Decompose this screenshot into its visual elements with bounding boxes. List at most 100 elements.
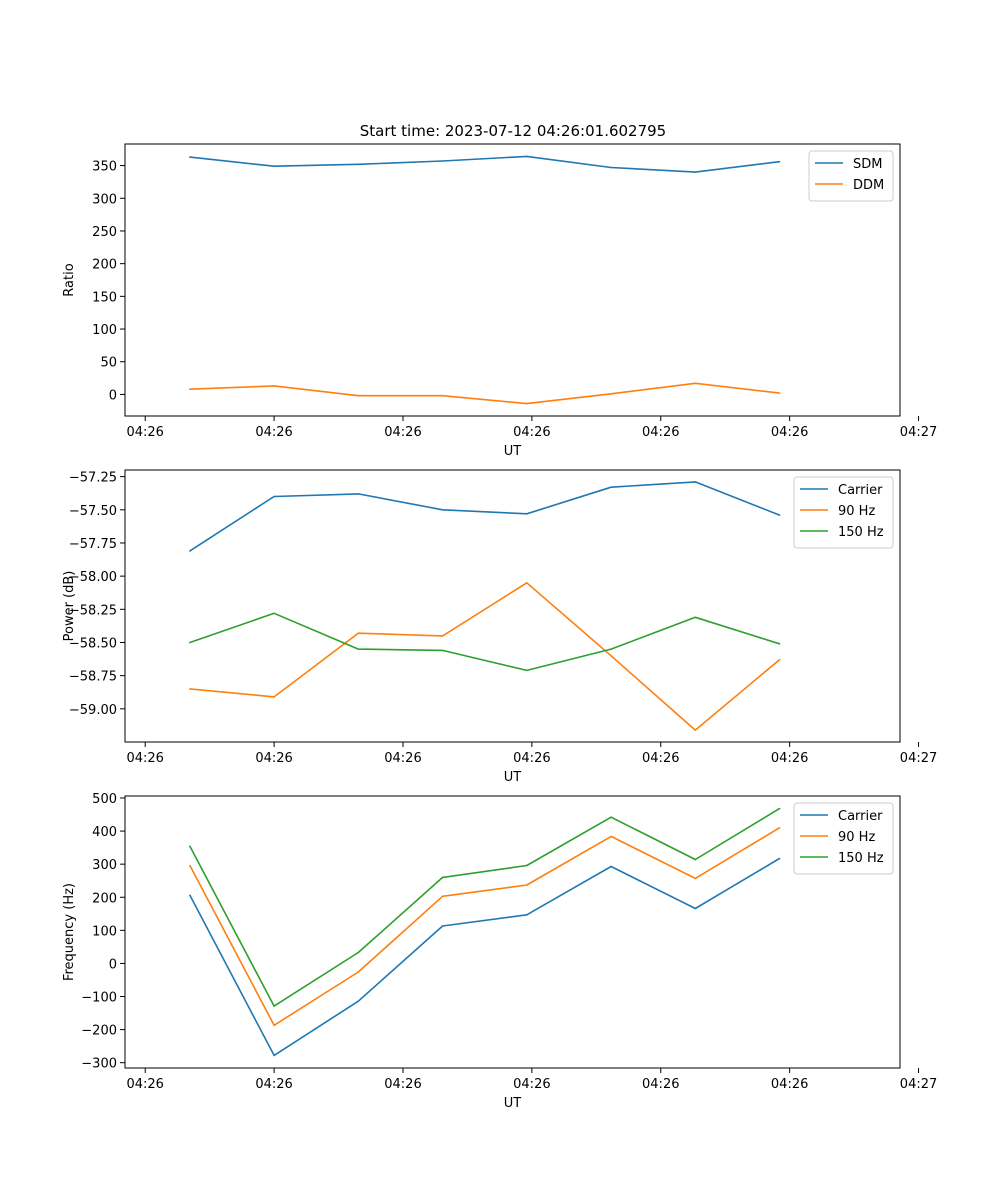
data-point-90-hz bbox=[694, 729, 697, 731]
data-point-ddm bbox=[610, 392, 612, 395]
data-point-carrier bbox=[526, 512, 528, 515]
ratio-panel: 04:26 04:26 04:26 04:26 04:26 04:26 04:27 0 50 10… bbox=[62, 143, 937, 459]
y-tick-label: −58.25 bbox=[69, 603, 117, 618]
y-tick-label: 300 bbox=[92, 858, 117, 873]
y-tick-label: 400 bbox=[92, 825, 117, 840]
data-point-carrier bbox=[694, 907, 697, 910]
data-point-carrier bbox=[441, 509, 444, 511]
y-tick-label: −300 bbox=[81, 1057, 117, 1072]
figure-title: Start time: 2023-07-12 04:26:01.602795 bbox=[360, 122, 666, 140]
data-point-150-hz bbox=[694, 858, 697, 861]
data-point-90-hz bbox=[441, 635, 444, 637]
legend-label-ddm: DDM bbox=[853, 178, 884, 193]
y-tick-label: −57.75 bbox=[69, 537, 117, 552]
series-line-sdm bbox=[189, 155, 780, 173]
series-line-150-hz bbox=[189, 807, 780, 1007]
data-point-carrier bbox=[357, 493, 360, 495]
x-tick-label: 04:26 bbox=[255, 1077, 292, 1092]
series-line-carrier bbox=[189, 481, 780, 552]
axes-frame bbox=[124, 469, 901, 743]
power-panel: 04:26 04:26 04:26 04:26 04:26 04:26 04:27 −59.0… bbox=[62, 469, 937, 785]
data-point-90-hz bbox=[189, 688, 191, 690]
series-line-carrier bbox=[189, 857, 780, 1057]
y-tick-label: 50 bbox=[100, 356, 117, 371]
y-tick-label: −57.25 bbox=[69, 471, 117, 486]
axes-frame bbox=[124, 795, 901, 1069]
data-point-90-hz bbox=[778, 658, 781, 661]
data-point-sdm bbox=[778, 160, 781, 163]
y-tick-label: 300 bbox=[92, 192, 117, 207]
y-tick-label: 500 bbox=[92, 792, 117, 807]
data-point-carrier bbox=[694, 481, 697, 483]
data-point-carrier bbox=[189, 894, 191, 897]
data-point-90-hz bbox=[610, 654, 612, 657]
y-tick-label: −200 bbox=[81, 1024, 117, 1039]
data-point-ddm bbox=[526, 402, 528, 405]
data-point-150-hz bbox=[526, 669, 528, 672]
y-tick-label: 100 bbox=[92, 323, 117, 338]
data-point-sdm bbox=[694, 171, 697, 173]
data-point-sdm bbox=[610, 166, 612, 169]
data-point-150-hz bbox=[610, 816, 612, 818]
x-tick-label: 04:27 bbox=[900, 751, 937, 766]
data-point-150-hz bbox=[357, 951, 360, 954]
data-point-carrier bbox=[526, 913, 528, 916]
y-tick-label: 200 bbox=[92, 891, 117, 906]
data-point-150-hz bbox=[273, 612, 275, 615]
y-axis-label: Ratio bbox=[62, 263, 77, 296]
data-point-150-hz bbox=[273, 1005, 275, 1007]
x-tick-label: 04:26 bbox=[642, 425, 679, 440]
y-tick-label: −100 bbox=[81, 991, 117, 1006]
x-axis-label: UT bbox=[504, 444, 522, 459]
y-tick-label: −58.75 bbox=[69, 670, 117, 685]
data-point-ddm bbox=[357, 394, 360, 397]
data-point-ddm bbox=[778, 392, 781, 394]
data-point-150-hz bbox=[778, 807, 781, 810]
data-point-carrier bbox=[610, 486, 612, 489]
y-tick-label: 150 bbox=[92, 290, 117, 305]
data-point-ddm bbox=[273, 385, 275, 387]
data-point-150-hz bbox=[526, 864, 528, 867]
x-tick-label: 04:26 bbox=[642, 1077, 679, 1092]
data-point-ddm bbox=[694, 382, 697, 385]
x-tick-label: 04:26 bbox=[513, 425, 550, 440]
x-axis-label: UT bbox=[504, 1096, 522, 1111]
data-point-90-hz bbox=[357, 971, 360, 973]
data-point-90-hz bbox=[273, 1024, 275, 1027]
x-tick-label: 04:26 bbox=[126, 1077, 163, 1092]
x-tick-label: 04:27 bbox=[900, 1077, 937, 1092]
y-tick-label: −57.50 bbox=[69, 504, 117, 519]
data-point-90-hz bbox=[694, 877, 697, 880]
data-point-carrier bbox=[273, 495, 275, 498]
data-point-150-hz bbox=[694, 616, 697, 619]
data-point-sdm bbox=[189, 156, 191, 158]
y-axis-label: Frequency (Hz) bbox=[62, 883, 77, 981]
x-tick-label: 04:26 bbox=[384, 425, 421, 440]
x-tick-label: 04:26 bbox=[771, 751, 808, 766]
data-point-150-hz bbox=[441, 649, 444, 652]
y-tick-label: −59.00 bbox=[69, 703, 117, 718]
data-point-90-hz bbox=[273, 696, 275, 698]
x-axis-label: UT bbox=[504, 770, 522, 785]
y-tick-label: −58.50 bbox=[69, 636, 117, 651]
x-tick-label: 04:26 bbox=[513, 751, 550, 766]
data-point-carrier bbox=[778, 514, 781, 516]
x-tick-label: 04:26 bbox=[771, 425, 808, 440]
data-point-90-hz bbox=[189, 864, 191, 867]
data-point-carrier bbox=[441, 925, 444, 927]
axes-frame bbox=[124, 143, 901, 417]
series-line-90-hz bbox=[189, 581, 781, 731]
legend-label-150-hz: 150 Hz bbox=[838, 525, 884, 540]
legend-label-carrier: Carrier bbox=[838, 809, 883, 824]
x-tick-label: 04:27 bbox=[900, 425, 937, 440]
x-tick-label: 04:26 bbox=[384, 1077, 421, 1092]
x-tick-label: 04:26 bbox=[126, 751, 163, 766]
data-point-150-hz bbox=[778, 643, 781, 645]
data-point-ddm bbox=[189, 388, 191, 390]
x-tick-label: 04:26 bbox=[126, 425, 163, 440]
data-point-sdm bbox=[441, 160, 444, 162]
y-tick-label: 250 bbox=[92, 225, 117, 240]
data-point-sdm bbox=[357, 163, 360, 166]
data-point-90-hz bbox=[526, 581, 528, 584]
y-tick-label: 200 bbox=[92, 258, 117, 273]
